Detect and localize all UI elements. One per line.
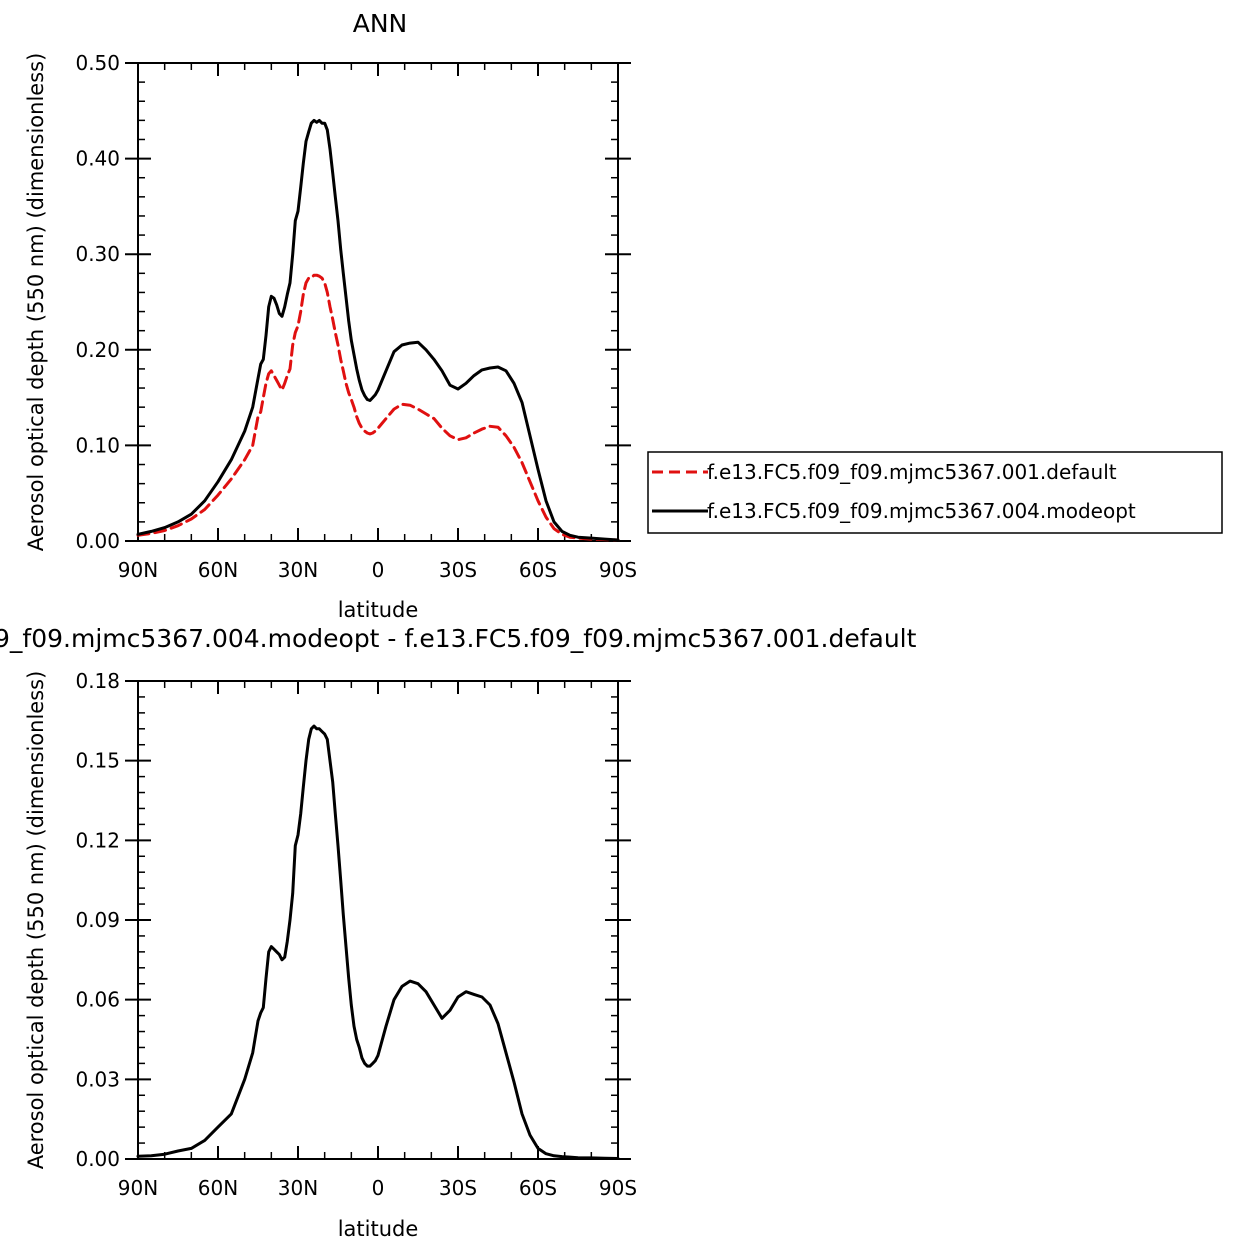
bottom-xtick-label: 0 xyxy=(372,1176,385,1200)
top-xtick-label: 0 xyxy=(372,558,385,582)
top-plot-frame xyxy=(137,62,619,542)
bottom-plot-series xyxy=(136,724,620,1160)
legend-box xyxy=(647,451,1223,534)
bottom-plot-title: f.e13.FC5.f09_f09.mjmc5367.004.modeopt -… xyxy=(0,624,917,653)
top-xtick-label: 60S xyxy=(519,558,557,582)
top-xtick-label: 60N xyxy=(198,558,238,582)
bottom-xtick-label: 30N xyxy=(278,1176,318,1200)
top-ytick-label: 0.50 xyxy=(75,51,120,75)
top-plot: ANN 90N 60N 30N 0 30S 60S 90S 0.00 0.10 0.20 0.30 0… xyxy=(24,9,637,622)
top-xtick-label: 90N xyxy=(118,558,158,582)
top-ytick-label: 0.20 xyxy=(75,338,120,362)
top-plot-xlabel: latitude xyxy=(338,598,419,622)
bottom-xtick-label: 30S xyxy=(439,1176,477,1200)
bottom-ytick-label: 0.03 xyxy=(75,1067,120,1091)
top-plot-title: ANN xyxy=(353,9,408,38)
legend-label-modeopt: f.e13.FC5.f09_f09.mjmc5367.004.modeopt xyxy=(707,499,1136,523)
bottom-ytick-label: 0.18 xyxy=(75,669,120,693)
legend: f.e13.FC5.f09_f09.mjmc5367.001.default f… xyxy=(647,451,1223,534)
top-series-line-0 xyxy=(136,273,620,542)
bottom-ytick-label: 0.00 xyxy=(75,1147,120,1171)
top-xtick-label: 90S xyxy=(599,558,637,582)
bottom-ytick-label: 0.06 xyxy=(75,988,120,1012)
bottom-plot-ylabel: Aerosol optical depth (550 nm) (dimensio… xyxy=(24,671,48,1170)
legend-label-default: f.e13.FC5.f09_f09.mjmc5367.001.default xyxy=(707,460,1117,484)
top-ytick-label: 0.40 xyxy=(75,147,120,171)
top-plot-ticks: 90N 60N 30N 0 30S 60S 90S 0.00 0.10 0.20 0.30 0.40 0… xyxy=(75,51,637,582)
bottom-plot-xlabel: latitude xyxy=(338,1217,419,1241)
top-xtick-label: 30S xyxy=(439,558,477,582)
bottom-xtick-label: 60S xyxy=(519,1176,557,1200)
bottom-ytick-label: 0.09 xyxy=(75,908,120,932)
bottom-ytick-label: 0.15 xyxy=(75,749,120,773)
bottom-series-line-0 xyxy=(136,724,620,1160)
bottom-plot-ticks: 90N 60N 30N 0 30S 60S 90S 0.00 0.03 0.06 0.09 0.12 0… xyxy=(75,669,637,1200)
bottom-plot-frame xyxy=(137,680,619,1160)
top-ytick-label: 0.10 xyxy=(75,433,120,457)
bottom-xtick-label: 90S xyxy=(599,1176,637,1200)
top-series-line-1 xyxy=(136,118,620,542)
bottom-xtick-label: 90N xyxy=(118,1176,158,1200)
bottom-xtick-label: 60N xyxy=(198,1176,238,1200)
top-xtick-label: 30N xyxy=(278,558,318,582)
bottom-ytick-label: 0.12 xyxy=(75,828,120,852)
top-plot-ylabel: Aerosol optical depth (550 nm) (dimensio… xyxy=(24,53,48,552)
bottom-plot: f.e13.FC5.f09_f09.mjmc5367.004.modeopt -… xyxy=(0,624,917,1241)
top-ytick-label: 0.00 xyxy=(75,529,120,553)
top-ytick-label: 0.30 xyxy=(75,242,120,266)
top-plot-series xyxy=(136,118,620,542)
